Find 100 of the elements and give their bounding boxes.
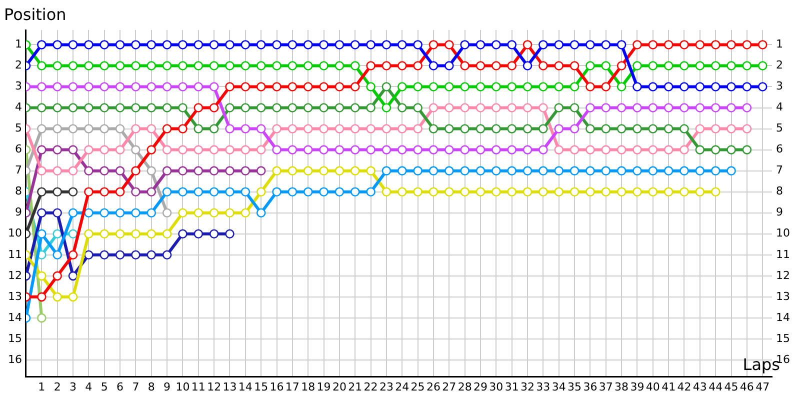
point [115,229,125,239]
point [350,124,360,134]
point [84,145,94,154]
point [131,103,140,112]
point [131,250,140,260]
x-tick-label: 3 [70,380,77,394]
point [522,124,532,134]
point [225,40,234,50]
point [413,82,422,92]
y-tick-label: 12 [8,268,22,282]
point [366,61,376,70]
point [444,82,454,92]
x-tick-label: 42 [677,380,692,394]
y-tick-label: 2 [14,58,22,72]
point [84,187,94,196]
point [240,103,250,112]
point [397,124,407,134]
point [444,61,454,70]
point [319,145,328,154]
point [428,187,438,196]
point [444,124,454,134]
y2-tick-label: 6 [776,142,784,156]
x-tick-label: 24 [395,380,410,394]
point [648,40,658,50]
x-tick-label: 26 [426,380,440,394]
point [522,82,532,92]
point [146,124,156,134]
x-tick-label: 45 [724,380,738,394]
point [334,187,344,196]
point [225,229,234,239]
point [397,187,407,196]
point [131,124,140,134]
point [680,124,689,134]
point [695,103,705,112]
point [726,145,736,154]
y2-tick-label: 15 [776,332,790,345]
point [570,166,580,176]
point [460,82,470,92]
point [710,145,720,154]
point [664,187,674,196]
y2-tick-label: 3 [776,80,784,93]
point [460,166,470,176]
point [131,145,140,154]
point [507,40,516,50]
y2-tick-label: 10 [776,226,790,240]
point [194,187,204,196]
point [695,61,705,70]
point [146,40,156,50]
point [554,82,564,92]
x-tick-label: 28 [458,380,472,394]
point [350,61,360,70]
x-tick-label: 41 [662,380,676,394]
point [428,166,438,176]
point [648,166,658,176]
point [162,40,172,50]
point [225,208,234,218]
point [522,40,532,50]
point [586,61,595,70]
x-tick-label: 10 [176,380,190,394]
point [209,82,219,92]
point [586,124,595,134]
point [664,124,674,134]
point [52,103,62,112]
x-tick-label: 18 [301,380,316,394]
point [240,124,250,134]
x-tick-label: 11 [191,380,206,394]
point [240,208,250,218]
x-tick-label: 16 [270,380,284,394]
point [194,208,204,218]
point [507,124,516,134]
point [554,124,564,134]
point [554,40,564,50]
point [256,40,266,50]
x-tick-label: 13 [222,380,237,394]
point [209,145,219,154]
x-tick-label: 12 [207,380,222,394]
point [303,124,313,134]
point [334,103,344,112]
point [146,61,156,70]
point [742,124,752,134]
y2-tick-label: 9 [776,206,784,219]
point [146,208,156,218]
point [146,103,156,112]
point [303,82,313,92]
point [288,40,298,50]
x-tick-label: 29 [473,380,488,394]
point [272,103,282,112]
point [601,124,611,134]
point [288,145,298,154]
point [68,271,78,281]
point [695,40,705,50]
point [413,124,422,134]
point [428,124,438,134]
point [146,187,156,196]
point [178,145,188,154]
point [209,40,219,50]
x-tick-label: 7 [132,380,140,394]
point [68,229,78,239]
point [554,145,564,154]
point [742,61,752,70]
